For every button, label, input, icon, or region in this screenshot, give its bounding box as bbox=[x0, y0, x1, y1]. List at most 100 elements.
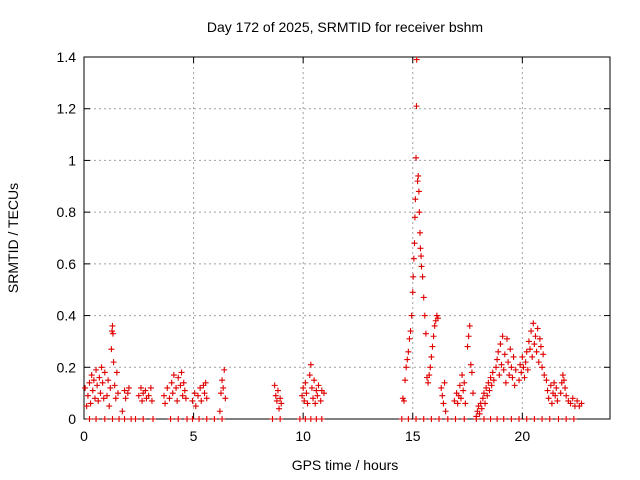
data-point bbox=[545, 395, 552, 402]
data-point-zero bbox=[487, 416, 494, 422]
data-point bbox=[106, 403, 113, 410]
data-point-zero bbox=[101, 416, 108, 422]
data-point-zero bbox=[302, 416, 309, 422]
data-point bbox=[540, 351, 547, 358]
data-point bbox=[525, 338, 532, 345]
data-point bbox=[532, 333, 539, 340]
data-point-zero bbox=[175, 416, 182, 422]
data-point bbox=[201, 390, 208, 397]
data-point-zero bbox=[539, 416, 546, 422]
chart-title: Day 172 of 2025, SRMTID for receiver bsh… bbox=[207, 19, 483, 35]
data-point bbox=[411, 214, 418, 221]
data-point bbox=[413, 154, 420, 161]
data-point bbox=[300, 384, 307, 391]
data-point-zero bbox=[211, 416, 218, 422]
data-point-zero bbox=[500, 416, 507, 422]
data-point bbox=[416, 209, 423, 216]
data-point bbox=[528, 328, 535, 335]
data-point bbox=[302, 379, 309, 386]
data-point bbox=[461, 379, 468, 386]
data-point bbox=[108, 346, 115, 353]
data-point bbox=[523, 348, 530, 355]
data-point-zero bbox=[546, 416, 553, 422]
data-point bbox=[310, 395, 317, 402]
data-point bbox=[203, 395, 210, 402]
data-point bbox=[429, 343, 436, 350]
data-point bbox=[557, 390, 564, 397]
data-point bbox=[148, 397, 155, 404]
data-point bbox=[194, 392, 201, 399]
data-point bbox=[409, 289, 416, 296]
data-point bbox=[442, 408, 449, 415]
data-point bbox=[551, 379, 558, 386]
data-point-zero bbox=[86, 416, 93, 422]
data-point-zero bbox=[570, 416, 577, 422]
data-point bbox=[404, 356, 411, 363]
data-point bbox=[536, 335, 543, 342]
data-point-zero bbox=[508, 416, 515, 422]
data-point bbox=[548, 400, 555, 407]
data-point bbox=[412, 196, 419, 203]
data-point bbox=[95, 397, 102, 404]
data-point bbox=[410, 255, 417, 262]
data-point bbox=[98, 364, 105, 371]
data-point bbox=[487, 374, 494, 381]
data-point bbox=[111, 382, 118, 389]
data-point bbox=[182, 395, 189, 402]
data-point bbox=[162, 400, 169, 407]
data-point bbox=[459, 372, 466, 379]
data-point bbox=[93, 366, 100, 373]
data-point-zero bbox=[269, 416, 276, 422]
data-point bbox=[105, 377, 112, 384]
data-point bbox=[299, 392, 306, 399]
data-point bbox=[502, 379, 509, 386]
data-point bbox=[97, 390, 104, 397]
data-point bbox=[320, 390, 327, 397]
plot-frame bbox=[83, 56, 611, 420]
data-point-zero bbox=[461, 416, 468, 422]
data-point bbox=[122, 395, 129, 402]
data-point-zero bbox=[480, 416, 487, 422]
data-point bbox=[456, 382, 463, 389]
data-point bbox=[273, 397, 280, 404]
data-point bbox=[430, 333, 437, 340]
data-point bbox=[497, 341, 504, 348]
data-point bbox=[484, 392, 491, 399]
data-point bbox=[202, 379, 209, 386]
data-point-zero bbox=[555, 416, 562, 422]
data-point bbox=[164, 384, 171, 391]
data-point bbox=[304, 400, 311, 407]
data-point bbox=[535, 359, 542, 366]
data-point bbox=[537, 343, 544, 350]
y-tick-label: 0 bbox=[68, 411, 76, 427]
data-point bbox=[221, 366, 228, 373]
data-point bbox=[569, 395, 576, 402]
data-point bbox=[192, 403, 199, 410]
data-point bbox=[508, 364, 515, 371]
data-point bbox=[407, 328, 414, 335]
data-point bbox=[175, 374, 182, 381]
data-point bbox=[119, 408, 126, 415]
data-point bbox=[191, 390, 198, 397]
data-point-zero bbox=[405, 416, 412, 422]
data-point-zero bbox=[277, 416, 284, 422]
data-point bbox=[479, 395, 486, 402]
data-point bbox=[222, 395, 229, 402]
data-point bbox=[277, 395, 284, 402]
data-point bbox=[419, 273, 426, 280]
data-point bbox=[503, 335, 510, 342]
data-point bbox=[509, 374, 516, 381]
data-point bbox=[520, 364, 527, 371]
data-point bbox=[315, 382, 322, 389]
data-point bbox=[451, 397, 458, 404]
data-point bbox=[427, 364, 434, 371]
data-point bbox=[121, 387, 128, 394]
data-point bbox=[543, 377, 550, 384]
data-point bbox=[534, 325, 541, 332]
data-point-zero bbox=[109, 416, 116, 422]
data-point bbox=[170, 372, 177, 379]
data-point bbox=[139, 397, 146, 404]
data-point bbox=[511, 382, 518, 389]
data-point bbox=[498, 361, 505, 368]
